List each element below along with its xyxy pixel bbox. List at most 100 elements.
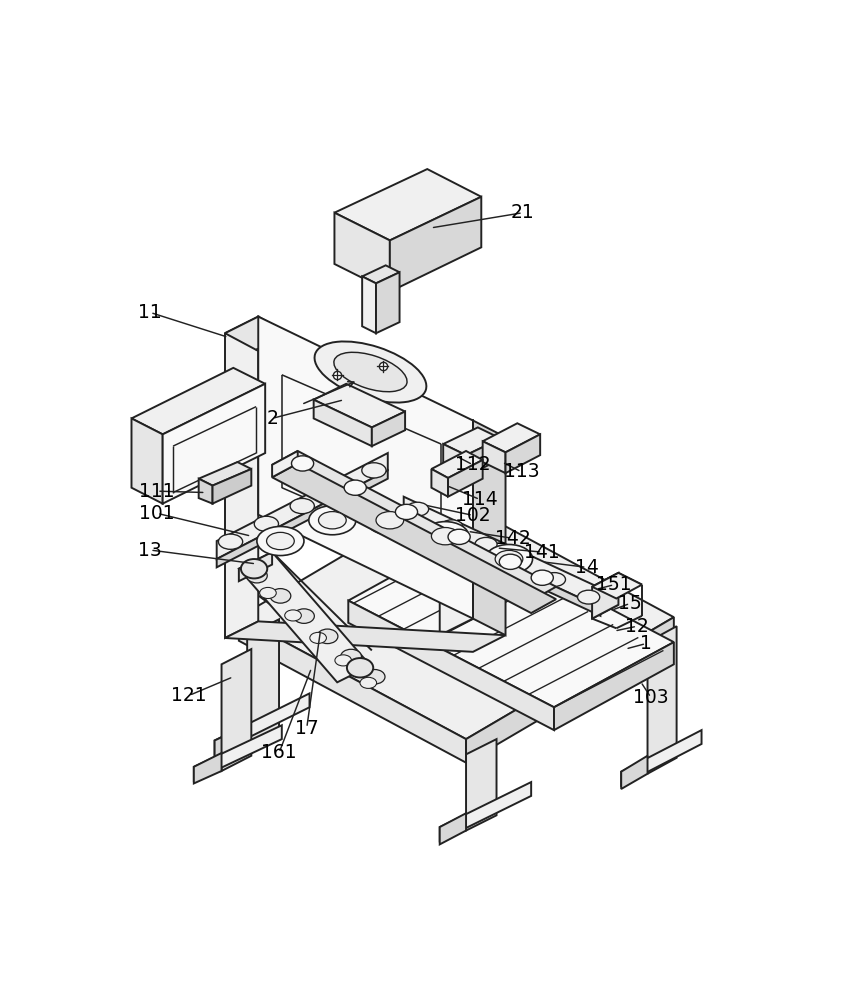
Ellipse shape	[448, 529, 470, 544]
Ellipse shape	[341, 649, 361, 664]
Ellipse shape	[270, 589, 291, 603]
Text: 114: 114	[462, 490, 498, 509]
Polygon shape	[348, 601, 554, 730]
Polygon shape	[554, 642, 674, 730]
Ellipse shape	[241, 559, 267, 578]
Ellipse shape	[285, 610, 301, 621]
Text: 15: 15	[619, 594, 642, 613]
Polygon shape	[163, 384, 265, 504]
Text: 11: 11	[138, 303, 162, 322]
Ellipse shape	[290, 498, 314, 514]
Ellipse shape	[376, 512, 404, 529]
Ellipse shape	[219, 534, 243, 549]
Text: 103: 103	[633, 688, 668, 707]
Polygon shape	[131, 368, 265, 434]
Ellipse shape	[432, 528, 459, 545]
Text: 161: 161	[261, 743, 297, 762]
Text: 102: 102	[455, 506, 491, 525]
Ellipse shape	[495, 550, 523, 568]
Polygon shape	[225, 621, 505, 652]
Polygon shape	[404, 516, 601, 616]
Ellipse shape	[577, 590, 600, 604]
Polygon shape	[592, 573, 642, 599]
Ellipse shape	[267, 532, 294, 550]
Polygon shape	[444, 427, 501, 455]
Ellipse shape	[246, 568, 267, 583]
Polygon shape	[239, 617, 466, 763]
Polygon shape	[348, 534, 674, 707]
Polygon shape	[247, 619, 279, 744]
Polygon shape	[444, 444, 466, 476]
Ellipse shape	[257, 526, 304, 556]
Ellipse shape	[317, 629, 338, 644]
Polygon shape	[314, 400, 372, 446]
Ellipse shape	[499, 554, 522, 569]
Text: 14: 14	[575, 558, 599, 577]
Ellipse shape	[486, 544, 533, 574]
Polygon shape	[239, 495, 674, 739]
Polygon shape	[466, 439, 501, 476]
Polygon shape	[225, 317, 289, 350]
Ellipse shape	[360, 677, 377, 688]
Polygon shape	[483, 423, 541, 452]
Ellipse shape	[366, 506, 414, 535]
Ellipse shape	[531, 570, 553, 585]
Polygon shape	[483, 441, 505, 473]
Ellipse shape	[315, 341, 426, 403]
Text: 142: 142	[494, 529, 530, 548]
Polygon shape	[621, 756, 648, 789]
Polygon shape	[362, 265, 400, 283]
Polygon shape	[440, 782, 531, 841]
Polygon shape	[213, 469, 251, 504]
Ellipse shape	[326, 481, 350, 496]
Text: 12: 12	[625, 617, 649, 636]
Ellipse shape	[365, 670, 385, 684]
Text: 113: 113	[504, 462, 540, 481]
Polygon shape	[221, 649, 251, 771]
Ellipse shape	[509, 555, 531, 569]
Ellipse shape	[407, 502, 429, 516]
Ellipse shape	[318, 512, 347, 529]
Ellipse shape	[254, 516, 279, 531]
Polygon shape	[362, 276, 376, 333]
Polygon shape	[335, 213, 390, 292]
Text: 1: 1	[640, 634, 652, 653]
Text: 111: 111	[139, 482, 175, 501]
Ellipse shape	[344, 480, 366, 495]
Polygon shape	[440, 420, 473, 635]
Text: 151: 151	[596, 575, 632, 594]
Polygon shape	[390, 197, 481, 292]
Polygon shape	[440, 813, 466, 844]
Text: 101: 101	[139, 504, 175, 523]
Polygon shape	[314, 384, 405, 427]
Ellipse shape	[422, 522, 468, 551]
Polygon shape	[194, 753, 221, 783]
Ellipse shape	[335, 655, 352, 666]
Ellipse shape	[334, 352, 407, 392]
Ellipse shape	[293, 609, 314, 623]
Polygon shape	[372, 411, 405, 446]
Polygon shape	[432, 469, 448, 497]
Text: 121: 121	[171, 686, 207, 705]
Text: 21: 21	[511, 203, 535, 222]
Polygon shape	[131, 418, 163, 504]
Polygon shape	[225, 317, 258, 638]
Polygon shape	[648, 626, 677, 774]
Ellipse shape	[310, 632, 326, 643]
Polygon shape	[214, 693, 310, 754]
Ellipse shape	[475, 537, 497, 551]
Polygon shape	[621, 730, 702, 786]
Polygon shape	[258, 317, 473, 619]
Polygon shape	[272, 463, 556, 613]
Ellipse shape	[362, 463, 386, 478]
Text: 112: 112	[455, 455, 491, 474]
Ellipse shape	[260, 587, 276, 599]
Polygon shape	[272, 451, 298, 477]
Polygon shape	[432, 451, 483, 478]
Ellipse shape	[441, 520, 462, 534]
Polygon shape	[592, 573, 619, 619]
Polygon shape	[466, 617, 674, 763]
Polygon shape	[217, 470, 388, 567]
Ellipse shape	[347, 658, 373, 677]
Ellipse shape	[543, 573, 565, 586]
